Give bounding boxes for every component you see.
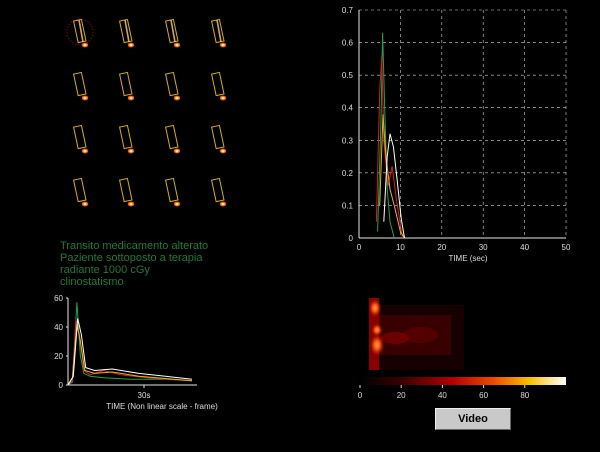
time-activity-chart: 0 10 20 30 40 50 0 0.1 0.2 0.3 0.4 0.5 0.6 0.7 TIME (… <box>342 6 571 263</box>
note-line: radiante 1000 cGy <box>60 264 150 276</box>
scintigraphy-frame <box>210 177 227 207</box>
colorbar-tick-label: 20 <box>397 391 406 400</box>
chart-y-tick-label: 0.2 <box>342 169 354 178</box>
chart-y-tick-label: 0.1 <box>342 201 354 210</box>
scintigraphy-frame <box>72 71 89 101</box>
scintigraphy-frame <box>118 124 135 154</box>
scintigraphy-frame <box>164 124 181 154</box>
colorbar <box>360 377 566 385</box>
colorbar-tick-label: 80 <box>520 391 529 400</box>
heatmap-image <box>368 298 464 370</box>
chart-x-tick-label: 10 <box>396 243 405 252</box>
scintigraphy-frame <box>164 71 181 101</box>
chart-series-line <box>377 32 395 239</box>
chart-x-axis-label: TIME (Non linear scale - frame) <box>106 402 218 411</box>
chart-y-tick-label: 0.6 <box>342 39 354 48</box>
chart-x-tick-label: 50 <box>562 243 571 252</box>
chart-series-line <box>383 133 405 239</box>
note-line: clinostatismo <box>60 276 124 288</box>
chart-y-tick-label: 0.4 <box>342 104 354 113</box>
chart-x-tick-label: 30 <box>479 243 488 252</box>
scintigraphy-frame <box>66 18 94 48</box>
patient-note: Transito medicamento alterato Paziente s… <box>60 240 208 288</box>
chart-y-tick-label: 0 <box>59 381 64 390</box>
chart-y-tick-label: 0.3 <box>342 136 354 145</box>
scintigraphy-frame <box>210 124 227 154</box>
chart-x-axis-label: TIME (sec) <box>448 254 487 263</box>
colorbar-tick-label: 40 <box>438 391 447 400</box>
chart-x-tick-label: 40 <box>520 243 529 252</box>
chart-series-line <box>379 114 405 239</box>
scintigraphy-frame-grid <box>66 18 227 207</box>
chart-x-tick-label: 20 <box>437 243 446 252</box>
note-line: Transito medicamento alterato <box>60 240 209 252</box>
chart-y-tick-label: 40 <box>54 323 63 332</box>
chart-y-tick-label: 0.5 <box>342 71 354 80</box>
chart-y-tick-label: 0 <box>349 234 354 243</box>
nonlinear-time-chart: 0 20 40 60 30s TIME (Non linear scale - fra… <box>54 294 218 411</box>
scintigraphy-frame <box>118 177 135 207</box>
chart-series-line <box>67 319 193 386</box>
condensed-image-heatmap: 0 20 40 60 80 <box>358 298 566 400</box>
colorbar-tick-label: 60 <box>479 391 488 400</box>
chart-x-tick-label: 0 <box>357 243 362 252</box>
scintigraphy-frame <box>72 177 89 207</box>
chart-y-tick-label: 60 <box>54 294 63 303</box>
note-line: Paziente sottoposto a terapia <box>60 252 203 264</box>
video-button[interactable]: Video <box>435 408 511 430</box>
scintigraphy-frame <box>164 18 181 48</box>
chart-y-tick-label: 20 <box>54 352 63 361</box>
scintigraphy-frame <box>210 71 227 101</box>
chart-series-line <box>67 318 193 386</box>
scintigraphy-frame <box>118 18 135 48</box>
scintigraphy-frame <box>118 71 135 101</box>
chart-series-line <box>375 55 403 239</box>
chart-y-tick-label: 0.7 <box>342 6 354 15</box>
colorbar-tick-label: 0 <box>358 391 363 400</box>
scintigraphy-frame <box>164 177 181 207</box>
chart-series-line <box>67 324 193 386</box>
scintigraphy-frame <box>210 18 227 48</box>
chart-x-tick-label: 30s <box>138 391 151 400</box>
scintigraphy-frame <box>72 124 89 154</box>
